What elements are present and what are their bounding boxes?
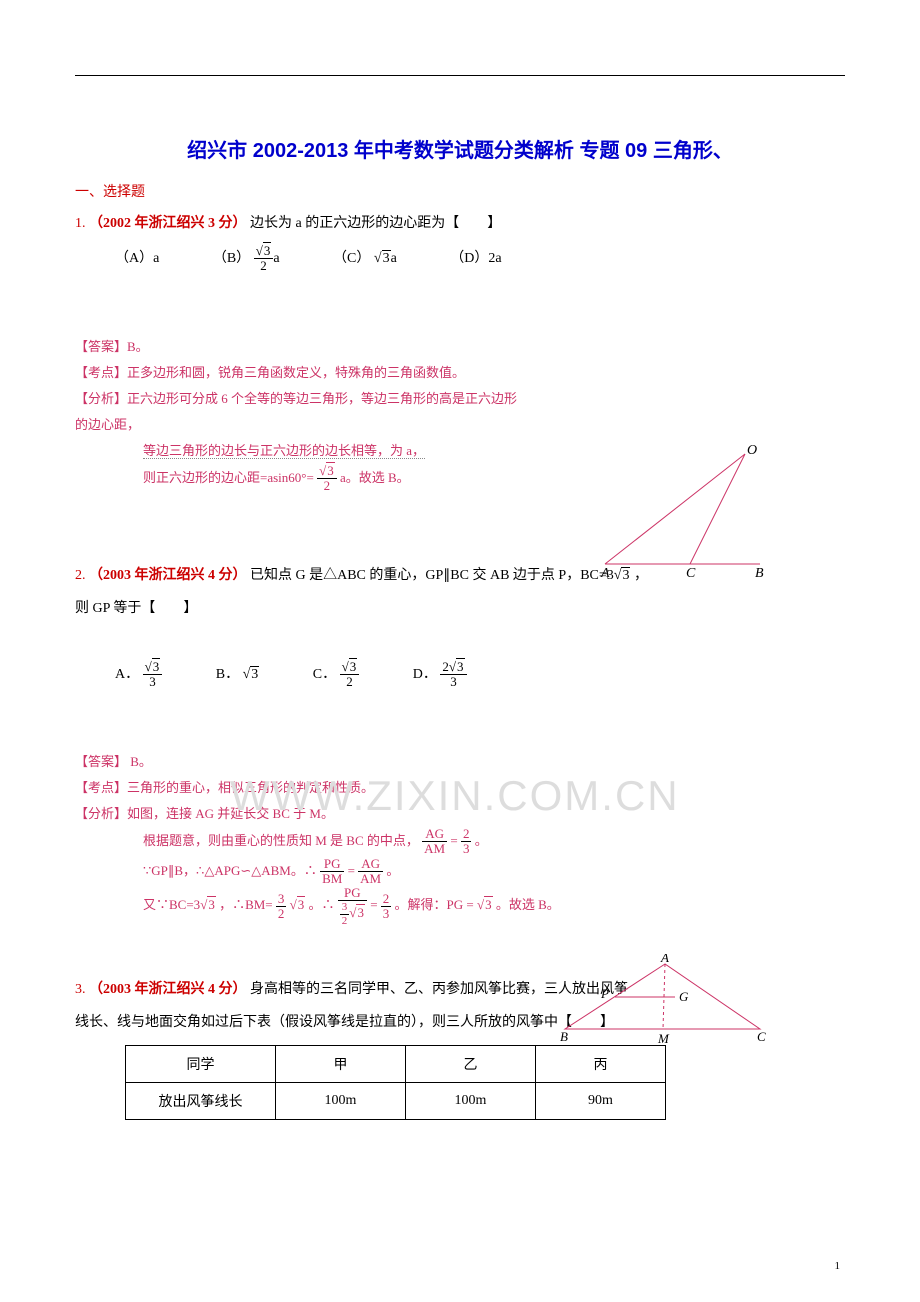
fraction: 3 3 <box>143 660 163 690</box>
table-cell: 90m <box>536 1083 666 1120</box>
svg-text:G: G <box>679 989 689 1004</box>
q1-options: （A）a （B） 3 2 a （C） 3a （D）2a <box>75 244 845 275</box>
q2-source: （2003 年浙江绍兴 4 分） <box>89 568 247 583</box>
q3-number: 3. <box>75 982 86 997</box>
q2-stem-2: 则 GP 等于【 】 <box>75 596 845 621</box>
q2-opt-b: B． 3 <box>216 660 260 691</box>
table-header: 同学 <box>126 1046 276 1083</box>
svg-text:A: A <box>660 954 669 965</box>
q1-opt-d: （D）2a <box>450 244 501 275</box>
q3-table: 同学 甲 乙 丙 放出风筝线长 100m 100m 90m <box>125 1045 666 1120</box>
table-cell: 放出风筝线长 <box>126 1083 276 1120</box>
svg-text:B: B <box>755 566 764 579</box>
svg-text:A: A <box>600 566 610 579</box>
svg-text:C: C <box>757 1029 766 1044</box>
page-number: 1 <box>835 1260 841 1272</box>
q3-source: （2003 年浙江绍兴 4 分） <box>89 982 247 997</box>
svg-text:O: O <box>747 444 757 458</box>
q2-answer: 【答案】 B。 【考点】三角形的重心，相似三角形的判定和性质。 【分析】如图，连… <box>75 749 845 927</box>
q1-opt-a: （A）a <box>115 244 159 275</box>
q2-opt-d: D． 23 3 <box>413 660 467 691</box>
page-title: 绍兴市 2002-2013 年中考数学试题分类解析 专题 09 三角形、 <box>75 134 845 163</box>
q1-opt-c: （C） 3a <box>333 244 397 275</box>
fraction: 3 2 <box>317 464 337 494</box>
q2-opt-c: C． 3 2 <box>313 660 359 691</box>
table-header: 乙 <box>406 1046 536 1083</box>
q1-text: 边长为 a 的正六边形的边心距为【 】 <box>250 216 501 231</box>
q1-figure: O A C B <box>595 444 770 579</box>
table-row: 放出风筝线长 100m 100m 90m <box>126 1083 666 1120</box>
fraction: 23 3 <box>440 660 466 690</box>
svg-text:B: B <box>560 1029 568 1044</box>
fraction: 3 2 <box>254 244 274 274</box>
table-cell: 100m <box>406 1083 536 1120</box>
svg-text:C: C <box>686 566 696 579</box>
q2-opt-a: A． 3 3 <box>115 660 162 691</box>
q1-opt-b: （B） 3 2 a <box>213 244 280 275</box>
svg-text:P: P <box>600 986 609 1001</box>
section-header: 一、选择题 <box>75 181 845 201</box>
table-header: 甲 <box>276 1046 406 1083</box>
q2-figure: A P G B M C <box>560 954 770 1054</box>
header-rule <box>75 75 845 76</box>
q2-options: A． 3 3 B． 3 C． 3 2 D． 23 3 <box>75 660 845 691</box>
q1-stem: 1. （2002 年浙江绍兴 3 分） 边长为 a 的正六边形的边心距为【 】 <box>75 211 845 236</box>
q2-number: 2. <box>75 568 86 583</box>
q1-number: 1. <box>75 216 86 231</box>
svg-text:M: M <box>657 1031 670 1046</box>
fraction: 3 2 <box>340 660 360 690</box>
table-cell: 100m <box>276 1083 406 1120</box>
q1-source: （2002 年浙江绍兴 3 分） <box>89 216 247 231</box>
